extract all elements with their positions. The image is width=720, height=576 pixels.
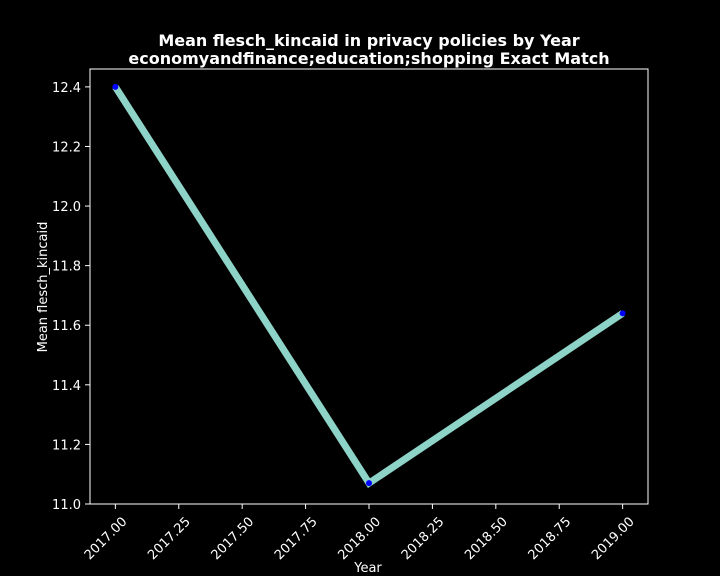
x-tick-label: 2017.25 xyxy=(145,514,194,563)
x-axis-label: Year xyxy=(353,561,382,576)
y-tick-label: 11.8 xyxy=(52,260,81,275)
data-point xyxy=(619,310,626,317)
y-tick-label: 12.2 xyxy=(52,140,81,155)
x-tick-label: 2017.00 xyxy=(82,514,131,563)
x-tick-label: 2017.75 xyxy=(272,514,321,563)
x-tick-label: 2018.00 xyxy=(335,514,384,563)
x-tick-label: 2017.50 xyxy=(209,514,258,563)
x-tick-label: 2018.25 xyxy=(399,514,448,563)
data-point xyxy=(366,480,372,487)
chart-title: Mean flesch_kincaid in privacy policies … xyxy=(158,31,579,50)
axes-frame xyxy=(89,68,649,505)
y-tick-label: 11.4 xyxy=(52,379,81,394)
series-line xyxy=(112,84,625,489)
y-axis-label: Mean flesch_kincaid xyxy=(36,222,51,353)
chart-subtitle: economyandfinance;education;shopping Exa… xyxy=(128,49,609,68)
plot-area: 2017.00 2017.25 2017.50 2017.75 2018.00 2018.… xyxy=(52,68,649,563)
y-tick-label: 12.4 xyxy=(52,81,81,96)
y-tick-label: 11.0 xyxy=(52,498,81,513)
y-tick-label: 12.0 xyxy=(52,200,81,215)
x-tick-label: 2018.50 xyxy=(462,514,511,563)
x-tick-label: 2019.00 xyxy=(589,514,638,563)
x-tick-label: 2018.75 xyxy=(526,514,575,563)
y-tick-label: 11.2 xyxy=(52,438,81,453)
y-tick-label: 11.6 xyxy=(52,319,81,334)
data-point xyxy=(112,83,119,90)
